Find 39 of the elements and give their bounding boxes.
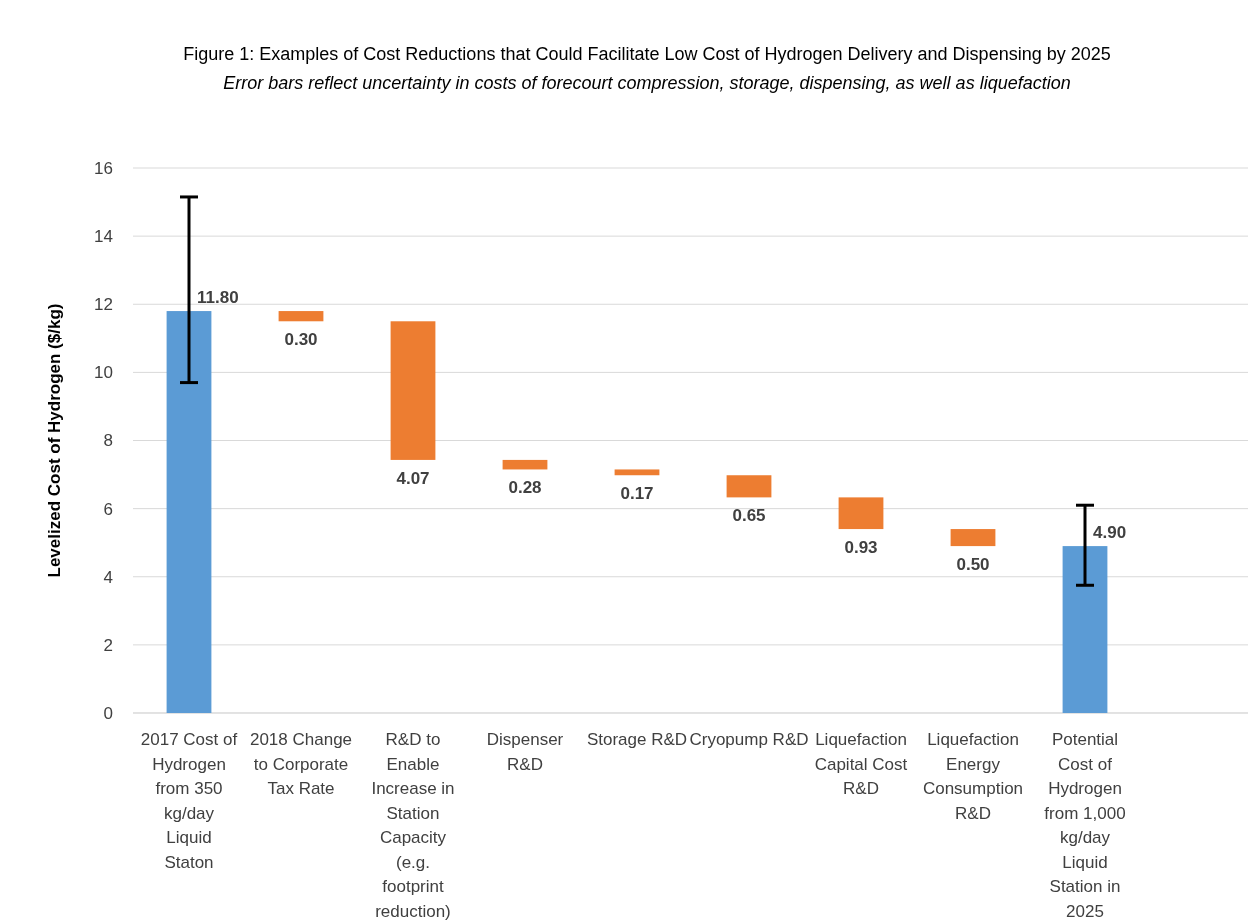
data-label: 4.90 — [1093, 523, 1127, 543]
data-label: 0.50 — [956, 555, 990, 575]
data-label: 11.80 — [197, 288, 239, 308]
data-label: 0.30 — [284, 330, 318, 350]
chart-subtitle: Error bars reflect uncertainty in costs of forecourt compression, storage, dispensing, as well as liquefaction — [223, 73, 1071, 93]
bar — [614, 469, 660, 476]
bar — [838, 497, 884, 530]
y-tick-label: 10 — [94, 363, 113, 383]
x-tick-label: R&D to Enable Increase in Station Capacity (e.g. footprint reduction) — [371, 730, 455, 921]
y-axis-title: Levelized Cost of Hydrogen ($/kg) — [45, 303, 64, 578]
y-tick-label: 8 — [103, 431, 113, 451]
chart-title: Figure 1: Examples of Cost Reductions that Could Facilitate Low Cost of Hydrogen Delivery and Dispensing by 2025 — [183, 44, 1111, 64]
bar — [502, 459, 548, 470]
y-tick-label: 2 — [103, 635, 113, 655]
bar — [950, 529, 996, 547]
x-tick-label: Dispenser R&D — [486, 730, 564, 774]
x-tick-label: Cryopump R&D — [689, 730, 809, 749]
data-label: 0.17 — [620, 484, 654, 504]
x-tick-label: Liquefaction Capital Cost R&D — [814, 730, 908, 798]
bar — [390, 321, 436, 460]
data-label: 0.93 — [844, 538, 878, 558]
y-tick-label: 6 — [103, 499, 113, 519]
data-label: 4.07 — [396, 468, 430, 488]
data-label: 0.28 — [508, 478, 542, 498]
y-tick-label: 16 — [94, 158, 113, 178]
y-tick-label: 0 — [103, 703, 113, 723]
x-tick-label: 2017 Cost of Hydrogen from 350 kg/day Liquid Staton — [140, 730, 238, 872]
bar — [166, 311, 212, 713]
bar — [726, 475, 772, 498]
x-tick-label: Storage R&D — [586, 730, 688, 749]
x-tick-label: Liquefaction Energy Consumption R&D — [922, 730, 1024, 823]
bar — [278, 311, 324, 322]
y-tick-label: 4 — [103, 567, 113, 587]
data-label: 0.65 — [732, 506, 766, 526]
y-tick-label: 14 — [94, 227, 113, 247]
x-tick-label: 2018 Change to Corporate Tax Rate — [249, 730, 353, 798]
bar — [1062, 546, 1108, 713]
y-tick-label: 12 — [94, 295, 113, 315]
x-tick-label: Potential Cost of Hydrogen from 1,000 kg/day Liquid Station in 2025 — [1044, 730, 1126, 921]
